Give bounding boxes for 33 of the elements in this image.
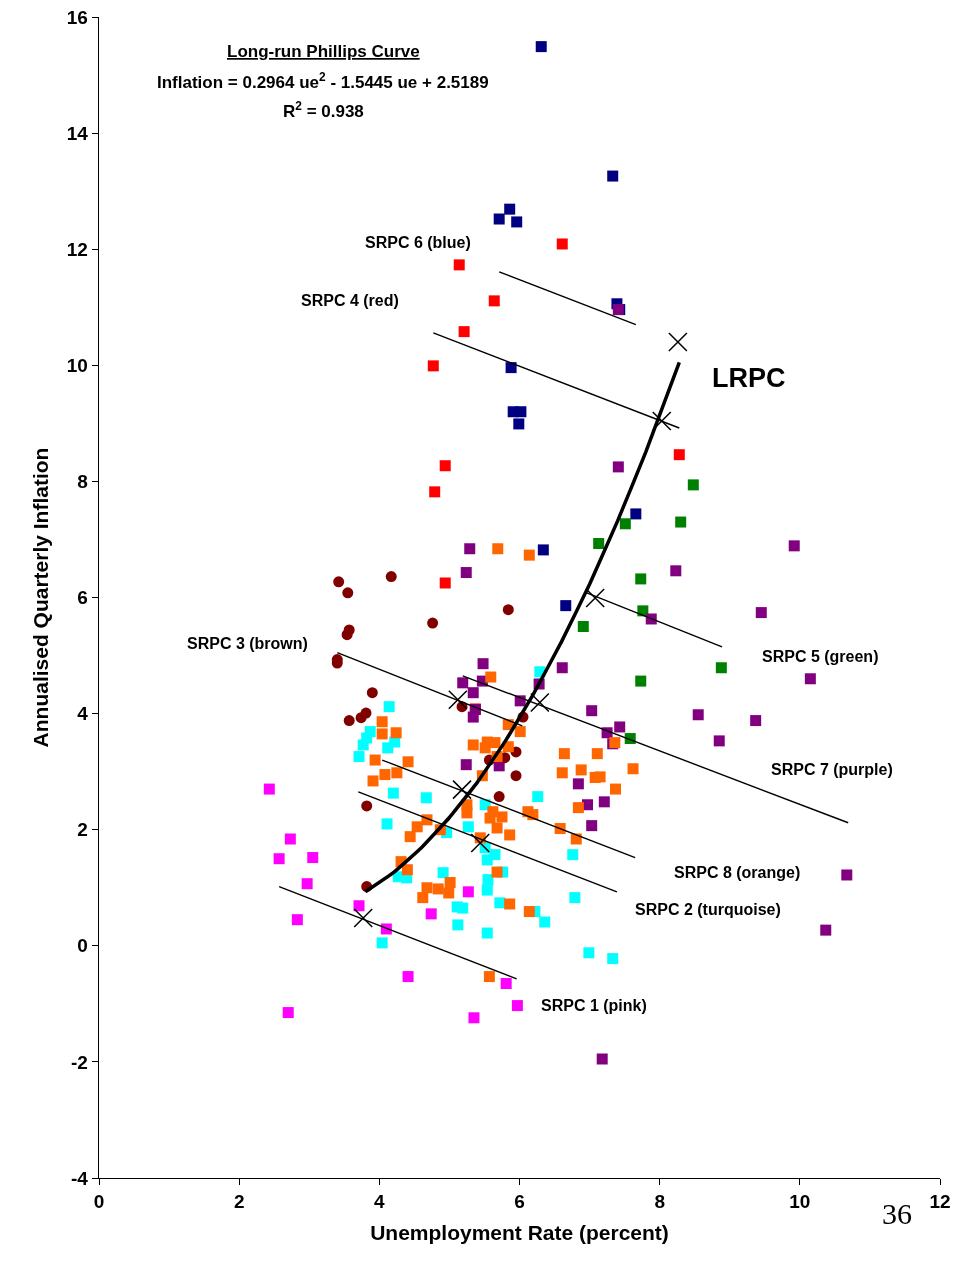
x-tick-label: 0 bbox=[93, 1191, 105, 1213]
annotation: SRPC 4 (red) bbox=[301, 292, 399, 309]
x-tick-label: 2 bbox=[233, 1191, 245, 1213]
y-axis-title: Annualised Quarterly Inflation bbox=[29, 447, 53, 748]
annotation: SRPC 2 (turquoise) bbox=[635, 901, 781, 918]
y-tick-label: 16 bbox=[66, 6, 88, 28]
annotation: SRPC 1 (pink) bbox=[541, 997, 647, 1014]
annotation: R$^{2}$ = 0.938 bbox=[283, 99, 364, 122]
y-tick-label: 2 bbox=[77, 819, 88, 841]
y-tick-label: 0 bbox=[77, 935, 88, 957]
annotation: LRPC bbox=[712, 363, 786, 393]
annotation: SRPC 6 (blue) bbox=[365, 234, 471, 251]
annotation: SRPC 8 (orange) bbox=[674, 864, 801, 881]
text: 36 bbox=[882, 1197, 912, 1230]
annotation: Inflation = 0.2964 ue$^{2}$ - 1.5445 ue + 2.5189 bbox=[157, 70, 489, 93]
y-tick-label: 6 bbox=[77, 587, 88, 609]
annotation: SRPC 7 (purple) bbox=[771, 761, 893, 778]
y-tick-label: 14 bbox=[66, 122, 89, 144]
x-tick-label: 8 bbox=[654, 1191, 665, 1213]
annotation: SRPC 5 (green) bbox=[762, 648, 879, 665]
y-tick-label: 12 bbox=[66, 238, 88, 260]
x-tick-label: 6 bbox=[514, 1191, 525, 1213]
annotation: SRPC 3 (brown) bbox=[187, 635, 308, 652]
x-tick-label: 12 bbox=[929, 1191, 951, 1213]
y-tick-label: 10 bbox=[66, 354, 88, 376]
y-tick-label: -2 bbox=[70, 1051, 88, 1073]
x-tick-label: 10 bbox=[789, 1191, 811, 1213]
y-tick-label: -4 bbox=[70, 1167, 89, 1189]
x-tick-label: 4 bbox=[374, 1191, 386, 1213]
text: Long-run Phillips Curve bbox=[227, 42, 420, 61]
y-tick-label: 4 bbox=[77, 703, 89, 725]
y-tick-label: 8 bbox=[77, 471, 88, 493]
x-axis-title: Unemployment Rate (percent) bbox=[370, 1221, 669, 1245]
